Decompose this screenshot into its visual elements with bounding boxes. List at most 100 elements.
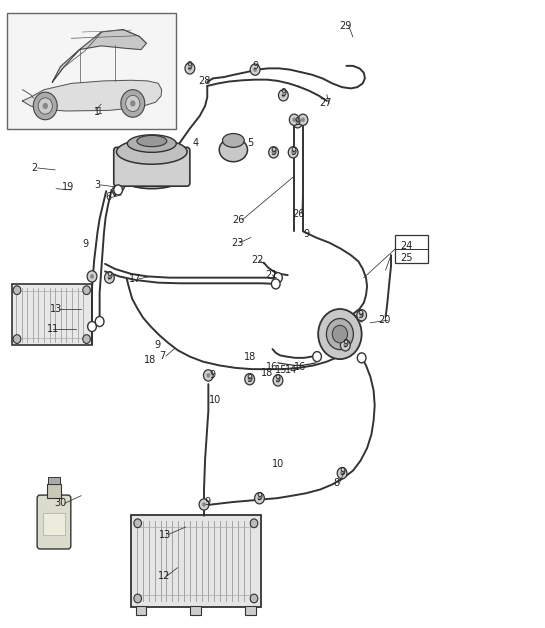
- Circle shape: [253, 67, 257, 72]
- Circle shape: [341, 340, 350, 351]
- Circle shape: [326, 318, 353, 350]
- Text: 27: 27: [319, 99, 332, 109]
- Circle shape: [291, 150, 295, 154]
- Text: 9: 9: [252, 61, 258, 71]
- Text: 26: 26: [293, 208, 305, 219]
- Circle shape: [301, 117, 305, 122]
- Circle shape: [207, 373, 210, 377]
- Circle shape: [269, 147, 278, 158]
- Text: 18: 18: [261, 368, 273, 378]
- Circle shape: [87, 271, 97, 282]
- Text: 9: 9: [187, 61, 193, 71]
- Bar: [48, 477, 60, 484]
- Text: 12: 12: [158, 571, 170, 581]
- Text: 24: 24: [400, 241, 413, 251]
- Circle shape: [289, 114, 299, 126]
- Bar: [136, 606, 147, 615]
- Bar: [131, 514, 261, 607]
- Ellipse shape: [137, 136, 167, 147]
- Circle shape: [288, 147, 298, 158]
- Circle shape: [257, 496, 262, 501]
- Circle shape: [295, 120, 299, 124]
- Text: 19: 19: [62, 182, 74, 192]
- Bar: [190, 606, 201, 615]
- Circle shape: [95, 317, 104, 327]
- Text: 28: 28: [198, 76, 210, 86]
- Circle shape: [185, 63, 195, 74]
- Text: 16: 16: [267, 362, 278, 372]
- Text: 9: 9: [358, 310, 364, 320]
- Bar: [7, 13, 175, 129]
- Circle shape: [318, 309, 362, 359]
- Text: 9: 9: [246, 374, 253, 384]
- Bar: [47, 484, 61, 498]
- Ellipse shape: [222, 134, 244, 148]
- Text: 7: 7: [160, 351, 166, 361]
- Text: 13: 13: [50, 304, 62, 314]
- Circle shape: [337, 467, 347, 479]
- Text: 6: 6: [105, 192, 111, 202]
- Text: 9: 9: [106, 271, 112, 281]
- Bar: [395, 235, 428, 263]
- Circle shape: [114, 185, 123, 195]
- Text: 9: 9: [204, 497, 210, 507]
- Circle shape: [343, 343, 347, 347]
- Text: 26: 26: [233, 215, 245, 225]
- Circle shape: [274, 273, 282, 283]
- Text: 2: 2: [31, 163, 38, 173]
- Circle shape: [357, 310, 367, 321]
- Circle shape: [292, 117, 296, 122]
- Text: 21: 21: [265, 270, 277, 280]
- Circle shape: [271, 279, 280, 289]
- Circle shape: [90, 274, 94, 279]
- Text: 18: 18: [244, 352, 256, 362]
- Text: 9: 9: [339, 467, 345, 477]
- Circle shape: [313, 352, 322, 362]
- Ellipse shape: [219, 138, 247, 162]
- Text: 10: 10: [209, 396, 221, 406]
- Text: 23: 23: [232, 237, 244, 247]
- Circle shape: [250, 594, 258, 603]
- Text: 9: 9: [280, 89, 287, 99]
- Bar: [11, 284, 92, 345]
- Polygon shape: [22, 80, 162, 111]
- Circle shape: [107, 276, 111, 280]
- Circle shape: [271, 150, 276, 154]
- Circle shape: [276, 378, 280, 382]
- Text: 14: 14: [285, 365, 297, 376]
- Text: 30: 30: [54, 498, 66, 508]
- Circle shape: [250, 519, 258, 528]
- Text: 8: 8: [333, 478, 339, 488]
- Text: 4: 4: [192, 138, 198, 148]
- Circle shape: [105, 272, 114, 283]
- Circle shape: [278, 90, 288, 101]
- Circle shape: [13, 335, 21, 344]
- Circle shape: [273, 375, 283, 386]
- Bar: [245, 606, 256, 615]
- Circle shape: [250, 64, 260, 75]
- Ellipse shape: [117, 139, 187, 165]
- Circle shape: [126, 95, 140, 112]
- Circle shape: [43, 103, 48, 109]
- Text: 9: 9: [256, 492, 263, 502]
- Text: 18: 18: [143, 355, 156, 365]
- Circle shape: [83, 286, 90, 295]
- Text: 17: 17: [129, 274, 142, 284]
- Text: 9: 9: [275, 374, 281, 384]
- Circle shape: [202, 502, 206, 507]
- Ellipse shape: [128, 135, 176, 153]
- FancyBboxPatch shape: [37, 495, 71, 549]
- Circle shape: [188, 66, 192, 70]
- Circle shape: [121, 90, 145, 117]
- Text: 9: 9: [342, 339, 348, 349]
- Circle shape: [38, 98, 52, 114]
- Circle shape: [248, 377, 252, 381]
- Text: 3: 3: [94, 180, 100, 190]
- Text: 9: 9: [82, 239, 88, 249]
- Circle shape: [245, 374, 255, 385]
- Text: 15: 15: [275, 365, 287, 376]
- Circle shape: [33, 92, 57, 120]
- Text: 9: 9: [290, 148, 296, 158]
- Polygon shape: [52, 30, 147, 82]
- Bar: [43, 513, 65, 534]
